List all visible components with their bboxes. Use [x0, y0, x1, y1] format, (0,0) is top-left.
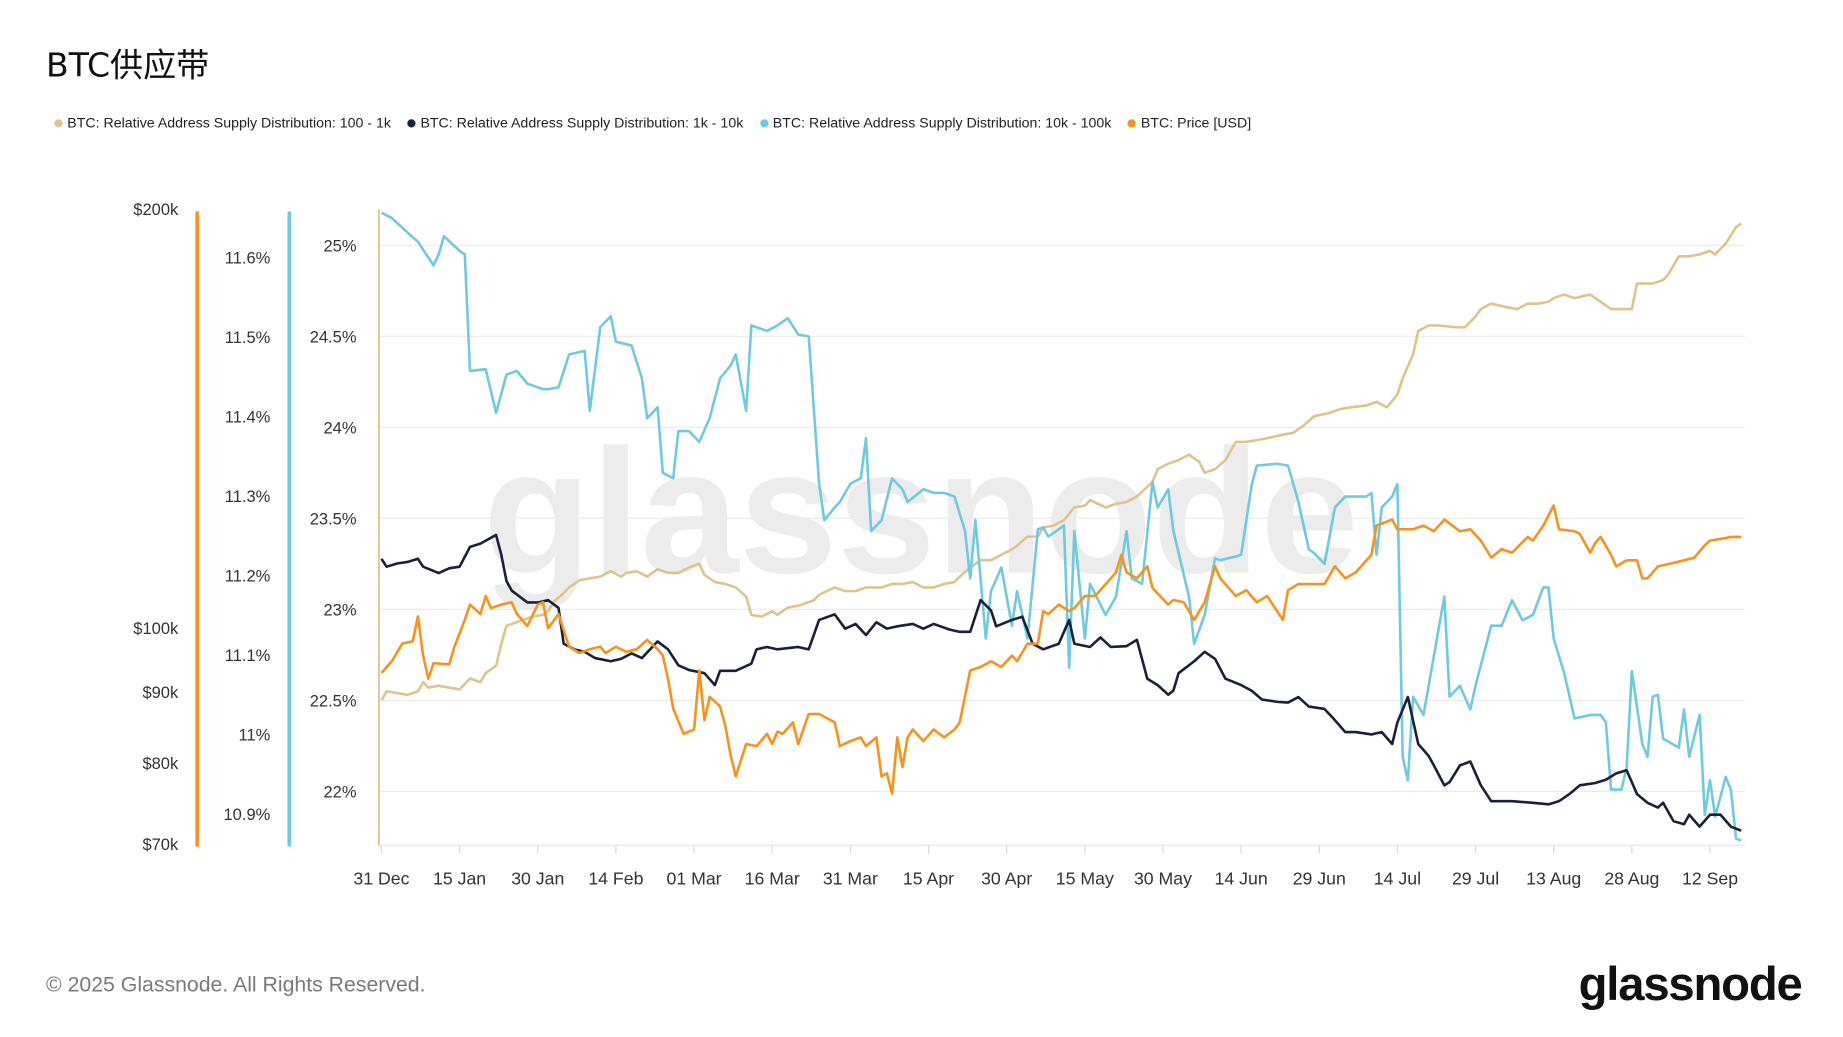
watermark: glassnode — [483, 413, 1359, 611]
x-tick-label: 30 May — [1134, 868, 1192, 888]
series-line-2 — [380, 211, 1742, 842]
mid-tick-label: 11.1% — [225, 646, 271, 665]
legend-dot-icon — [407, 118, 416, 127]
mid-tick-label: 11.2% — [225, 566, 271, 585]
legend-label: BTC: Relative Address Supply Distributio… — [67, 114, 391, 132]
x-tick-label: 29 Jul — [1452, 868, 1499, 888]
x-tick-label: 01 Mar — [667, 868, 722, 888]
mid-tick-label: 11.5% — [225, 328, 271, 347]
glassnode-logo[interactable]: glassnode — [1578, 958, 1803, 1011]
right-tick-label: 22.5% — [310, 691, 357, 710]
x-tick-label: 14 Jun — [1215, 868, 1268, 888]
x-tick-label: 16 Mar — [745, 868, 800, 888]
right-tick-label: 23.5% — [310, 509, 357, 528]
legend-item-1k-10k[interactable]: BTC: Relative Address Supply Distributio… — [407, 114, 744, 132]
right-tick-label: 23% — [323, 600, 356, 619]
x-tick-label: 31 Mar — [823, 868, 878, 888]
right-tick-label: 24.5% — [310, 327, 357, 346]
x-tick-label: 15 May — [1056, 868, 1114, 888]
x-tick-label: 15 Apr — [903, 868, 954, 888]
x-tick-label: 28 Aug — [1604, 868, 1659, 888]
legend-dot-icon — [759, 118, 769, 127]
legend-dot-icon — [54, 118, 63, 127]
x-tick-label: 29 Jun — [1293, 868, 1346, 888]
mid-tick-label: 11.4% — [225, 407, 271, 426]
series-line-0 — [380, 222, 1743, 701]
legend-label: BTC: Relative Address Supply Distributio… — [420, 114, 744, 132]
mid-tick-label: 10.9% — [224, 805, 271, 824]
right-tick-label: 24% — [323, 418, 356, 437]
legend-label: BTC: Price [USD] — [1140, 114, 1252, 132]
legend-item-price[interactable]: BTC: Price [USD] — [1127, 114, 1252, 132]
series-line-3 — [380, 504, 1742, 795]
x-tick-label: 30 Apr — [981, 868, 1032, 888]
x-tick-label: 31 Dec — [353, 868, 409, 888]
legend: BTC: Relative Address Supply Distributio… — [54, 114, 1252, 132]
price-tick-label: $100k — [133, 619, 179, 638]
price-tick-label: $70k — [142, 835, 179, 854]
x-tick-label: 14 Jul — [1374, 868, 1421, 888]
x-tick-label: 15 Jan — [433, 868, 486, 888]
x-tick-label: 30 Jan — [511, 868, 564, 888]
x-tick-label: 12 Sep — [1682, 868, 1738, 888]
legend-item-100-1k[interactable]: BTC: Relative Address Supply Distributio… — [54, 114, 391, 132]
chart-title: BTC供应带 — [46, 46, 210, 86]
right-tick-label: 25% — [323, 236, 356, 255]
legend-dot-icon — [1127, 118, 1137, 127]
x-tick-label: 14 Feb — [588, 868, 643, 888]
mid-tick-label: 11% — [239, 725, 271, 744]
price-tick-label: $200k — [133, 200, 179, 219]
price-tick-label: $80k — [142, 754, 179, 773]
legend-label: BTC: Relative Address Supply Distributio… — [772, 114, 1112, 132]
copyright-footer: © 2025 Glassnode. All Rights Reserved. — [46, 972, 426, 997]
right-tick-label: 22% — [323, 782, 356, 801]
mid-tick-label: 11.3% — [225, 487, 271, 506]
price-tick-label: $90k — [142, 683, 179, 702]
legend-item-10k-100k[interactable]: BTC: Relative Address Supply Distributio… — [759, 114, 1112, 132]
mid-tick-label: 11.6% — [225, 248, 271, 267]
x-tick-label: 13 Aug — [1526, 868, 1581, 888]
